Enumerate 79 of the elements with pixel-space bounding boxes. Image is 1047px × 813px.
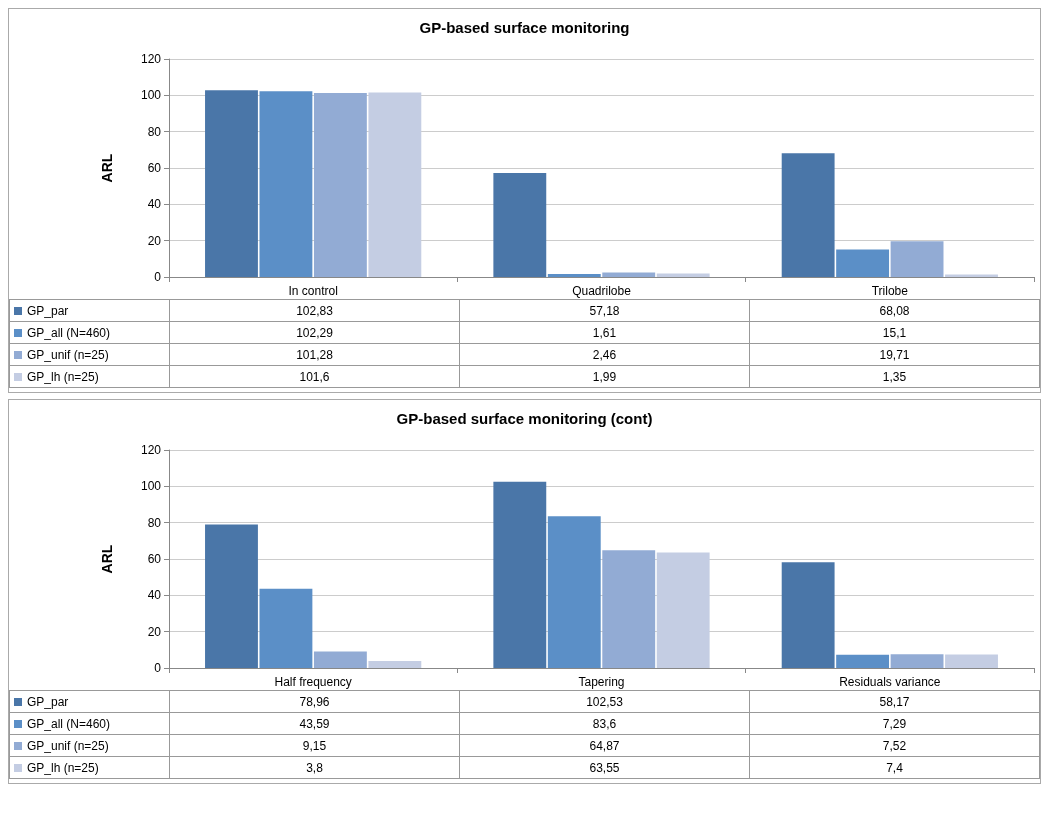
x-tick-label: Trilobe — [871, 284, 909, 298]
y-axis-title: ARL — [99, 153, 115, 183]
chart-title: GP-based surface monitoring (cont) — [396, 410, 653, 427]
y-tick-label: 80 — [147, 124, 162, 139]
data-label: 102,83 — [169, 299, 460, 322]
y-tick-label: 100 — [140, 88, 162, 103]
x-tick-label: In control — [288, 284, 338, 298]
y-tick-label: 60 — [147, 552, 162, 566]
x-tick-label: Half frequency — [274, 675, 352, 689]
data-label: 63,55 — [459, 756, 750, 779]
data-label: 9,15 — [169, 734, 460, 757]
x-tick-label: Tapering — [578, 675, 625, 689]
y-tick-label: 40 — [147, 588, 162, 603]
chart-title: GP-based surface monitoring — [419, 19, 630, 36]
bar — [547, 516, 601, 668]
data-label: 3,8 — [169, 756, 460, 779]
y-axis-title: ARL — [99, 544, 115, 574]
x-tick-label: Residuals variance — [839, 675, 941, 689]
data-label: 78,96 — [169, 690, 460, 713]
y-tick-label: 120 — [140, 443, 162, 457]
y-tick-label: 120 — [140, 52, 162, 66]
data-label: 68,08 — [749, 299, 1040, 322]
bar — [656, 273, 710, 277]
y-tick-label: 60 — [147, 161, 162, 175]
data-label: 57,18 — [459, 299, 750, 322]
y-tick-label: 80 — [147, 515, 162, 530]
data-label: 1,61 — [459, 321, 750, 344]
y-tick-label: 100 — [140, 479, 162, 494]
data-label: 64,87 — [459, 734, 750, 757]
data-label: 43,59 — [169, 712, 460, 735]
bar — [205, 90, 258, 277]
data-label: 101,28 — [169, 343, 460, 366]
bar — [602, 272, 656, 277]
bar — [890, 654, 944, 668]
data-label: 102,53 — [459, 690, 750, 713]
data-label: 58,17 — [749, 690, 1040, 713]
data-label: 7,29 — [749, 712, 1040, 735]
data-label: 102,29 — [169, 321, 460, 344]
legend-label: GP_par — [9, 690, 170, 713]
data-label: 1,35 — [749, 365, 1040, 388]
bar — [547, 274, 601, 277]
legend-label: GP_par — [9, 299, 170, 322]
bar — [781, 153, 835, 277]
y-tick-label: 20 — [147, 624, 162, 639]
data-label: 101,6 — [169, 365, 460, 388]
legend-label: GP_unif (n=25) — [9, 734, 170, 757]
bar — [836, 654, 890, 668]
bar — [259, 588, 313, 668]
legend-label: GP_all (N=460) — [9, 321, 170, 344]
y-tick-label: 0 — [154, 270, 162, 284]
legend-label: GP_lh (n=25) — [9, 756, 170, 779]
y-tick-label: 40 — [147, 197, 162, 212]
bar — [368, 92, 422, 277]
data-label: 1,99 — [459, 365, 750, 388]
y-tick-label: 0 — [154, 661, 162, 675]
data-label: 2,46 — [459, 343, 750, 366]
data-label: 7,4 — [749, 756, 1040, 779]
legend-label: GP_lh (n=25) — [9, 365, 170, 388]
bar — [493, 173, 547, 277]
bar — [836, 249, 890, 277]
bar — [205, 524, 258, 668]
data-label: 15,1 — [749, 321, 1040, 344]
y-tick-label: 20 — [147, 233, 162, 248]
x-tick-label: Quadrilobe — [572, 284, 632, 298]
bar — [945, 654, 998, 668]
data-label: 83,6 — [459, 712, 750, 735]
data-label: 7,52 — [749, 734, 1040, 757]
bar — [493, 481, 547, 668]
bar — [313, 651, 367, 668]
bar — [656, 552, 710, 668]
bar — [259, 91, 313, 277]
bar — [602, 550, 656, 668]
legend-label: GP_all (N=460) — [9, 712, 170, 735]
bar — [368, 661, 422, 668]
legend-label: GP_unif (n=25) — [9, 343, 170, 366]
bar — [781, 562, 835, 668]
bar — [313, 93, 367, 277]
data-label: 19,71 — [749, 343, 1040, 366]
bar — [890, 241, 944, 277]
